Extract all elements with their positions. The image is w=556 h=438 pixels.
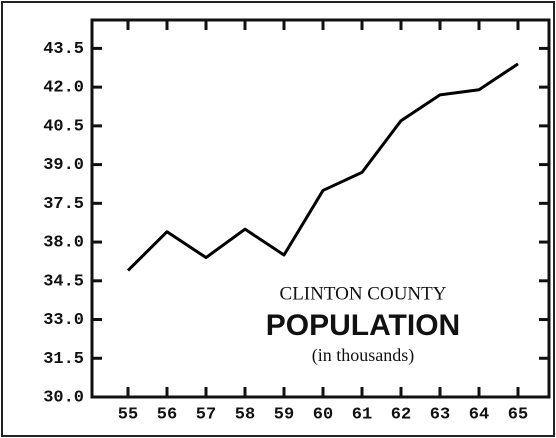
- y-tick-label: 43.5: [43, 40, 84, 59]
- plot-frame: [90, 18, 551, 399]
- annotation: (in thousands): [312, 345, 415, 366]
- x-tick-label: 57: [196, 405, 216, 424]
- y-tick-label: 42.0: [43, 79, 84, 98]
- y-tick-label: 30.0: [43, 388, 84, 407]
- x-tick-label: 60: [313, 405, 333, 424]
- y-tick-label: 31.5: [43, 350, 84, 369]
- y-tick-label: 37.5: [43, 195, 84, 214]
- y-tick-label: 34.5: [43, 272, 84, 291]
- y-tick-label: 33.0: [43, 311, 84, 330]
- x-tick-label: 58: [235, 405, 255, 424]
- y-tick-label: 40.5: [43, 117, 84, 136]
- x-tick-label: 65: [508, 405, 528, 424]
- y-tick-label: 38.0: [43, 234, 84, 253]
- x-tick-label: 56: [157, 405, 177, 424]
- y-tick-label: 39.0: [43, 156, 84, 175]
- annotation: CLINTON COUNTY: [280, 283, 447, 304]
- x-tick-label: 61: [352, 405, 372, 424]
- data-line: [126, 62, 519, 272]
- x-tick-label: 62: [391, 405, 411, 424]
- annotation: POPULATION: [266, 309, 460, 342]
- x-tick-label: 55: [118, 405, 138, 424]
- x-tick-label: 59: [274, 405, 294, 424]
- x-tick-label: 63: [430, 405, 450, 424]
- x-tick-label: 64: [469, 405, 489, 424]
